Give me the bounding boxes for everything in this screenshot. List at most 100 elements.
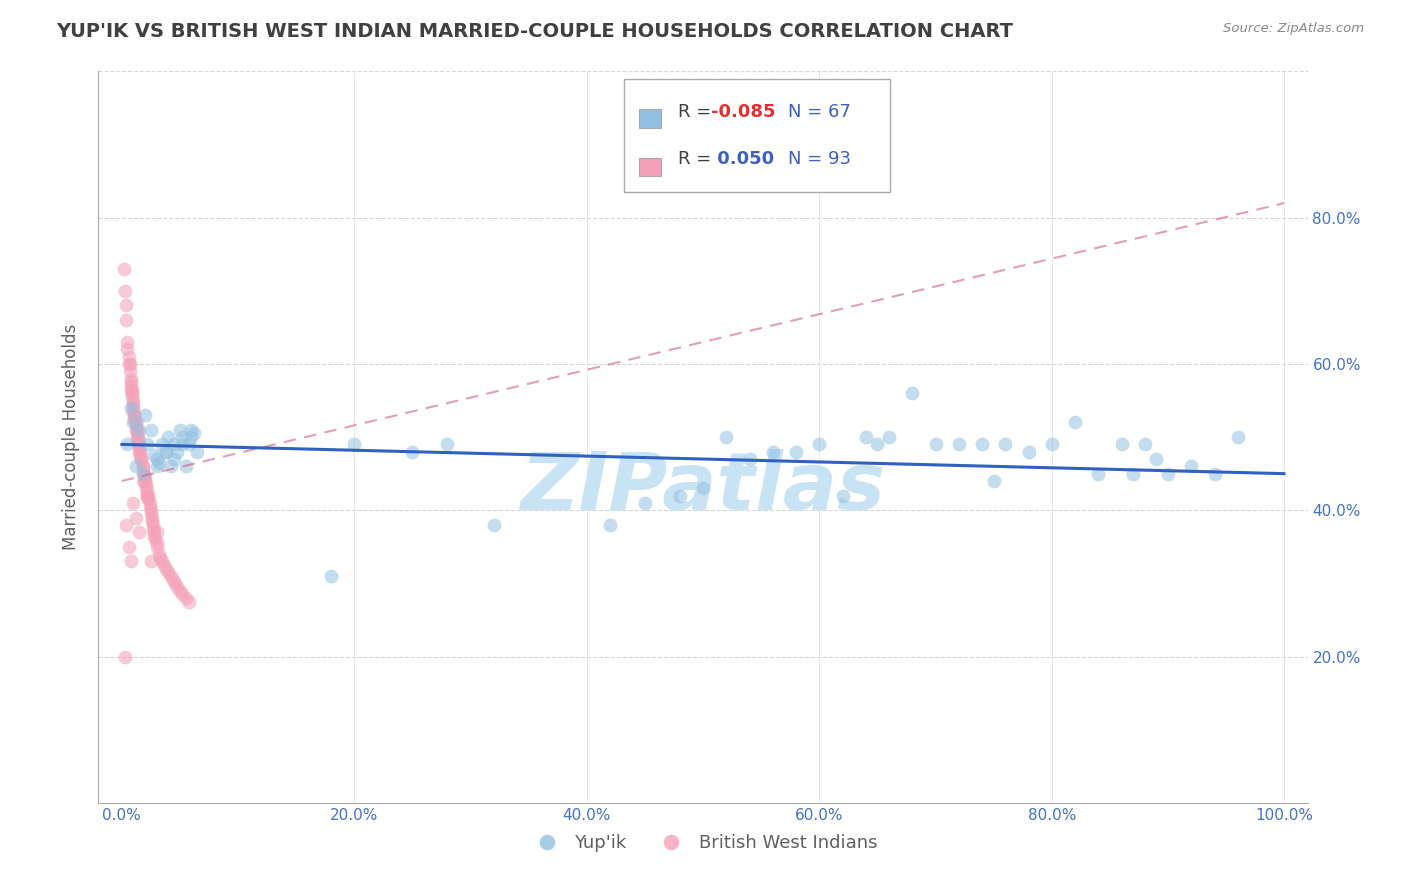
Point — [120, 379, 142, 393]
Point — [128, 525, 150, 540]
Point — [129, 448, 152, 462]
Point — [124, 459, 146, 474]
Point — [128, 437, 150, 451]
Point — [948, 437, 970, 451]
Point — [163, 452, 186, 467]
Point — [145, 533, 167, 547]
Point — [124, 416, 146, 430]
Point — [120, 554, 142, 568]
Point — [114, 649, 136, 664]
Point — [401, 444, 423, 458]
Point — [145, 452, 167, 467]
Point — [141, 514, 163, 528]
Point — [166, 580, 188, 594]
Point — [136, 437, 159, 451]
Point — [125, 430, 148, 444]
Point — [127, 430, 149, 444]
Point — [124, 408, 146, 422]
Point — [155, 444, 177, 458]
Point — [174, 591, 197, 605]
Text: R =: R = — [678, 103, 717, 120]
FancyBboxPatch shape — [638, 109, 661, 128]
Point — [855, 430, 877, 444]
Point — [1204, 467, 1226, 481]
FancyBboxPatch shape — [638, 158, 661, 176]
Point — [877, 430, 900, 444]
Point — [150, 554, 173, 568]
Point — [1144, 452, 1167, 467]
Point — [145, 459, 167, 474]
Point — [115, 517, 138, 532]
Point — [117, 343, 139, 357]
Point — [179, 437, 201, 451]
Point — [131, 467, 153, 481]
Point — [134, 470, 156, 484]
Point — [143, 525, 166, 540]
Point — [127, 434, 149, 448]
Point — [186, 444, 208, 458]
Point — [118, 357, 141, 371]
Point — [128, 441, 150, 455]
Point — [115, 313, 138, 327]
Point — [436, 437, 458, 451]
Point — [150, 437, 173, 451]
Point — [136, 485, 159, 500]
Point — [762, 444, 785, 458]
Point — [122, 404, 145, 418]
Point — [131, 459, 153, 474]
Point — [138, 496, 160, 510]
Point — [157, 430, 180, 444]
Text: N = 67: N = 67 — [787, 103, 851, 120]
Point — [145, 536, 167, 550]
Point — [668, 489, 690, 503]
Point — [179, 594, 201, 608]
Text: -0.085: -0.085 — [711, 103, 776, 120]
Point — [120, 376, 142, 390]
Point — [122, 393, 145, 408]
Point — [131, 452, 153, 467]
Point — [1040, 437, 1063, 451]
Point — [152, 558, 174, 573]
Point — [121, 390, 143, 404]
Point — [169, 583, 191, 598]
Point — [118, 357, 141, 371]
Point — [165, 576, 187, 591]
Point — [157, 566, 180, 580]
Point — [128, 423, 150, 437]
Point — [131, 463, 153, 477]
Point — [135, 481, 157, 495]
Point — [134, 474, 156, 488]
Point — [343, 437, 366, 451]
Point — [159, 569, 181, 583]
Point — [1064, 416, 1087, 430]
Point — [124, 419, 146, 434]
Point — [132, 467, 155, 481]
Point — [163, 437, 186, 451]
Point — [866, 437, 889, 451]
Point — [162, 573, 184, 587]
Point — [122, 496, 145, 510]
Point — [121, 386, 143, 401]
Point — [148, 547, 170, 561]
Point — [114, 284, 136, 298]
Point — [148, 456, 170, 470]
Point — [125, 426, 148, 441]
Point — [131, 452, 153, 467]
Point — [134, 408, 156, 422]
Point — [115, 298, 138, 312]
Point — [135, 477, 157, 491]
Point — [983, 474, 1005, 488]
Point — [172, 430, 194, 444]
Point — [1122, 467, 1144, 481]
Point — [994, 437, 1017, 451]
Point — [1226, 430, 1249, 444]
Point — [159, 459, 181, 474]
Point — [1180, 459, 1202, 474]
Point — [131, 459, 153, 474]
Legend: Yup'ik, British West Indians: Yup'ik, British West Indians — [522, 827, 884, 860]
Point — [139, 554, 162, 568]
Point — [138, 492, 160, 507]
Point — [1157, 467, 1180, 481]
Point — [118, 350, 141, 364]
Point — [124, 412, 146, 426]
